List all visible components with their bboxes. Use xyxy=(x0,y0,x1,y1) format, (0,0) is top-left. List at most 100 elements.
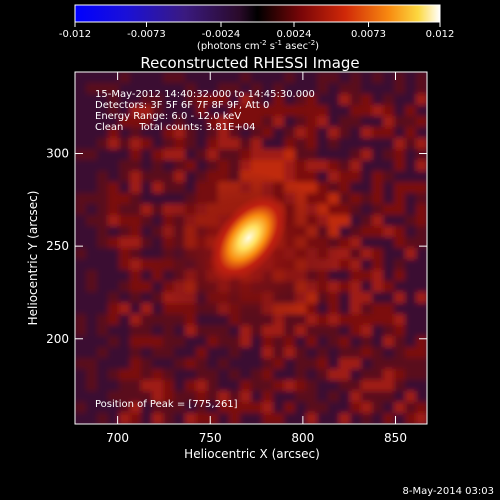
texture-cell xyxy=(251,402,263,414)
texture-cell xyxy=(394,160,406,172)
texture-cell xyxy=(152,391,164,403)
texture-cell xyxy=(350,259,362,271)
texture-cell xyxy=(75,391,87,403)
texture-cell xyxy=(185,413,197,424)
texture-cell xyxy=(75,248,87,260)
texture-cell xyxy=(152,380,164,392)
plot-frame xyxy=(74,71,428,425)
texture-cell xyxy=(394,303,406,315)
texture-cell xyxy=(108,248,120,260)
texture-cell xyxy=(130,226,142,238)
texture-cell xyxy=(240,336,252,348)
colorbar-tick-label: 0.0073 xyxy=(351,29,386,40)
texture-cell xyxy=(383,215,395,227)
texture-cell xyxy=(196,369,208,381)
texture-cell xyxy=(317,105,329,117)
texture-cell xyxy=(86,83,98,95)
texture-cell xyxy=(185,336,197,348)
texture-cell xyxy=(383,292,395,304)
texture-cell xyxy=(350,292,362,304)
texture-cell xyxy=(97,314,109,326)
texture-cell xyxy=(130,72,142,84)
texture-cell xyxy=(295,105,307,117)
texture-cell xyxy=(295,149,307,161)
texture-cell xyxy=(328,325,340,337)
texture-cell xyxy=(405,369,417,381)
texture-cell xyxy=(394,380,406,392)
texture-cell xyxy=(251,149,263,161)
texture-cell xyxy=(394,127,406,139)
texture-cell xyxy=(394,237,406,249)
texture-cell xyxy=(86,72,98,84)
texture-cell xyxy=(174,380,186,392)
texture-cell xyxy=(152,94,164,106)
texture-cell xyxy=(416,204,427,216)
chart-title: Reconstructed RHESSI Image xyxy=(140,54,359,72)
texture-cell xyxy=(339,347,351,359)
texture-cell xyxy=(218,347,230,359)
texture-cell xyxy=(130,391,142,403)
texture-cell xyxy=(86,347,98,359)
texture-cell xyxy=(339,259,351,271)
texture-cell xyxy=(372,325,384,337)
texture-cell xyxy=(163,171,175,183)
texture-cell xyxy=(383,72,395,84)
texture-cell xyxy=(174,336,186,348)
texture-cell xyxy=(394,116,406,128)
texture-cell xyxy=(152,149,164,161)
texture-cell xyxy=(317,94,329,106)
texture-cell xyxy=(361,347,373,359)
y-axis-label: Heliocentric Y (arcsec) xyxy=(26,191,40,326)
texture-cell xyxy=(163,105,175,117)
texture-cell xyxy=(163,160,175,172)
texture-cell xyxy=(339,193,351,205)
texture-cell xyxy=(339,182,351,194)
texture-cell xyxy=(207,83,219,95)
texture-cell xyxy=(119,215,131,227)
colorbar-tick-label: 0.012 xyxy=(426,29,455,40)
texture-cell xyxy=(372,193,384,205)
texture-cell xyxy=(174,83,186,95)
texture-cell xyxy=(141,193,153,205)
texture-cell xyxy=(372,171,384,183)
texture-cell xyxy=(339,314,351,326)
texture-cell xyxy=(405,292,417,304)
texture-cell xyxy=(262,369,274,381)
texture-cell xyxy=(339,369,351,381)
texture-cell xyxy=(295,83,307,95)
texture-cell xyxy=(350,270,362,282)
texture-cell xyxy=(130,160,142,172)
texture-cell xyxy=(361,127,373,139)
texture-cell xyxy=(394,314,406,326)
texture-cell xyxy=(174,171,186,183)
texture-cell xyxy=(207,347,219,359)
texture-cell xyxy=(383,303,395,315)
texture-cell xyxy=(262,358,274,370)
texture-cell xyxy=(141,182,153,194)
texture-cell xyxy=(152,303,164,315)
texture-cell xyxy=(97,171,109,183)
texture-cell xyxy=(207,116,219,128)
texture-cell xyxy=(306,94,318,106)
texture-cell xyxy=(229,380,241,392)
texture-cell xyxy=(152,336,164,348)
texture-cell xyxy=(383,237,395,249)
texture-cell xyxy=(108,182,120,194)
texture-cell xyxy=(295,314,307,326)
texture-cell xyxy=(108,171,120,183)
texture-cell xyxy=(317,358,329,370)
texture-cell xyxy=(394,259,406,271)
texture-cell xyxy=(372,292,384,304)
texture-cell xyxy=(295,72,307,84)
y-tick-labels: 200 250 300 xyxy=(46,147,69,346)
peak-position-label: Position of Peak = [775,261] xyxy=(95,399,238,410)
texture-cell xyxy=(229,369,241,381)
texture-cell xyxy=(185,380,197,392)
texture-cell xyxy=(86,160,98,172)
texture-cell xyxy=(405,391,417,403)
texture-cell xyxy=(394,204,406,216)
texture-cell xyxy=(130,369,142,381)
texture-cell xyxy=(295,413,307,424)
texture-cell xyxy=(75,72,87,84)
texture-cell xyxy=(284,380,296,392)
